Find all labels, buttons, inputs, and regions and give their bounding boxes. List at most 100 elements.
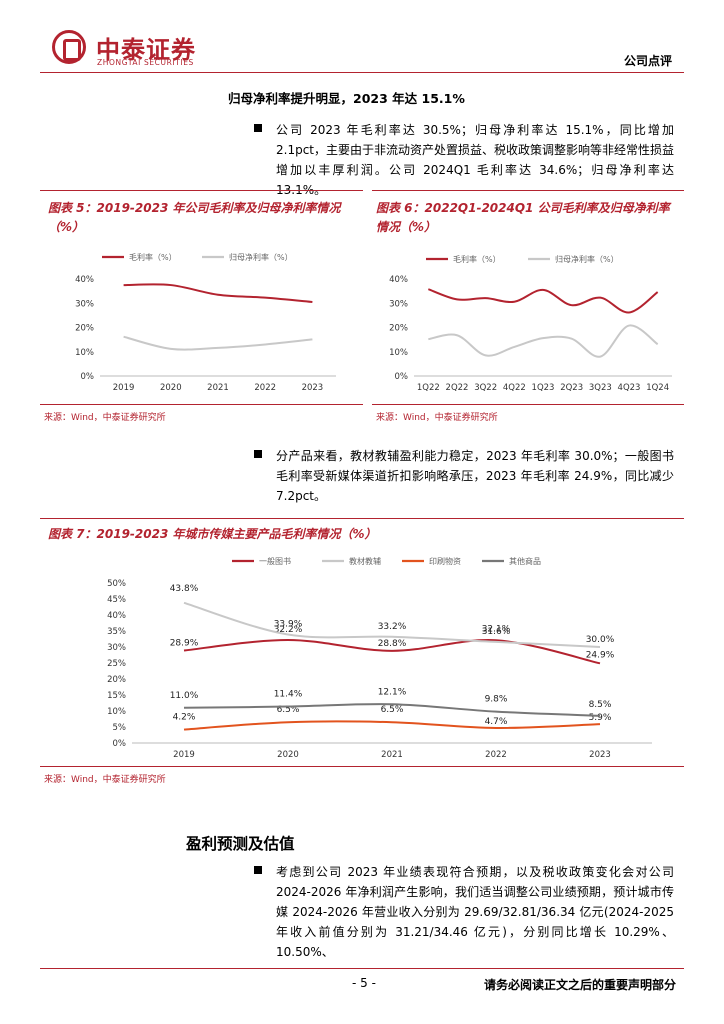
x-tick-label: 2022 [254, 383, 276, 393]
x-tick-label: 3Q23 [589, 383, 612, 393]
data-label: 5.9% [589, 713, 612, 723]
y-tick-label: 50% [107, 579, 126, 589]
x-tick-label: 2022 [485, 750, 507, 760]
data-label: 11.0% [170, 691, 199, 701]
data-label: 6.5% [381, 705, 404, 715]
bullet-paragraph-1: 公司 2023 年毛利率达 30.5%；归母净利率达 15.1%，同比增加 2.… [254, 120, 674, 200]
figure-5-chart: 0% 10% 20% 30% 40% 2019 2020 2021 2022 2023 毛利率（%）… [75, 252, 336, 393]
legend-label: 毛利率（%） [453, 254, 501, 264]
data-label: 32.1% [482, 624, 511, 634]
data-label: 24.9% [586, 650, 615, 660]
figure-7-chart: 0% 5% 10% 15% 20% 25% 30% 35% 40% 45% 50% 2019 2020 2… [107, 556, 652, 760]
y-tick-label: 10% [389, 348, 408, 358]
data-label: 28.8% [378, 639, 407, 649]
y-tick-label: 30% [389, 299, 408, 309]
series-line-2 [123, 335, 313, 351]
data-label: 12.1% [378, 687, 407, 697]
y-tick-label: 0% [81, 372, 95, 382]
y-tick-label: 35% [107, 627, 126, 637]
header-divider [40, 72, 684, 73]
series-line-3 [183, 720, 601, 731]
data-label: 4.2% [173, 713, 196, 723]
y-tick-label: 30% [75, 299, 94, 309]
data-label: 8.5% [589, 700, 612, 710]
x-tick-label: 4Q23 [618, 383, 641, 393]
data-label: 11.4% [274, 690, 303, 700]
figure-7-bottom-rule [40, 766, 684, 767]
logo-text-cn: 中泰证券 [96, 36, 196, 64]
data-label: 30.0% [586, 635, 615, 645]
figure-6-bottom-rule [372, 404, 684, 405]
page-number: - 5 - [352, 976, 376, 990]
series-line-1 [183, 638, 601, 665]
bullet-paragraph-3: 考虑到公司 2023 年业绩表现符合预期，以及税收政策变化会对公司 2024-2… [254, 862, 674, 962]
data-label: 28.9% [170, 639, 199, 649]
legend-label: 毛利率（%） [129, 252, 177, 262]
x-tick-label: 2021 [207, 383, 229, 393]
y-tick-label: 40% [107, 611, 126, 621]
x-tick-label: 3Q22 [474, 383, 497, 393]
bullet-paragraph-2: 分产品来看，教材教辅盈利能力稳定，2023 年毛利率 30.0%；一般图书毛利率… [254, 446, 674, 506]
x-tick-label: 2Q23 [560, 383, 583, 393]
series-line-2 [428, 324, 659, 358]
figure-6-title: 图表 6：2022Q1-2024Q1 公司毛利率及归母净利率情况（%） [376, 201, 670, 234]
x-tick-label: 2023 [589, 750, 611, 760]
y-tick-label: 5% [113, 723, 127, 733]
y-tick-label: 25% [107, 659, 126, 669]
bullet-square-icon [254, 866, 262, 874]
bullet-text: 分产品来看，教材教辅盈利能力稳定，2023 年毛利率 30.0%；一般图书毛利率… [276, 449, 674, 503]
data-label: 4.7% [485, 717, 508, 727]
footer-divider [40, 968, 684, 969]
x-tick-label: 2019 [173, 750, 195, 760]
figure-5: 图表 5：2019-2023 年公司毛利率及归母净利率情况（%） 0% 10% 20… [40, 190, 363, 431]
series-line-4 [183, 703, 601, 717]
disclaimer-note: 请务必阅读正文之后的重要声明部分 [483, 978, 676, 992]
x-tick-label: 1Q23 [532, 383, 555, 393]
bullet-text: 公司 2023 年毛利率达 30.5%；归母净利率达 15.1%，同比增加 2.… [276, 123, 675, 197]
data-label: 33.9% [274, 620, 303, 630]
x-tick-label: 2019 [113, 383, 135, 393]
data-label: 33.2% [378, 622, 407, 632]
y-tick-label: 10% [75, 348, 94, 358]
y-tick-label: 20% [389, 324, 408, 334]
section-heading: 盈利预测及估值 [186, 835, 295, 853]
y-tick-label: 20% [107, 675, 126, 685]
x-tick-label: 2023 [302, 383, 324, 393]
figure-7-source: 来源：Wind，中泰证券研究所 [44, 775, 166, 785]
data-label: 31.6% [482, 627, 511, 637]
company-logo-icon [52, 30, 86, 64]
data-label: 6.5% [277, 705, 300, 715]
doc-type-label: 公司点评 [623, 54, 672, 68]
y-tick-label: 45% [107, 595, 126, 605]
data-label: 9.8% [485, 695, 508, 705]
y-tick-label: 20% [75, 324, 94, 334]
x-tick-label: 1Q24 [646, 383, 669, 393]
x-tick-label: 1Q22 [417, 383, 440, 393]
x-tick-label: 2020 [277, 750, 299, 760]
figure-6-source: 来源：Wind，中泰证券研究所 [376, 413, 498, 423]
series-line-2 [183, 601, 601, 648]
y-tick-label: 40% [389, 275, 408, 285]
x-tick-label: 2020 [160, 383, 182, 393]
series-line-1 [123, 283, 313, 304]
legend-label: 一般图书 [259, 556, 291, 566]
legend-label: 印刷物资 [429, 556, 461, 566]
logo-text-en: ZHONGTAI SECURITIES [97, 58, 194, 67]
bullet-square-icon [254, 450, 262, 458]
figure-7-title: 图表 7：2019-2023 年城市传媒主要产品毛利率情况（%） [48, 527, 377, 541]
figure-5-title: 图表 5：2019-2023 年公司毛利率及归母净利率情况（%） [48, 201, 341, 234]
figure-5-bottom-rule [40, 404, 363, 405]
legend-label: 归母净利率（%） [555, 254, 619, 264]
y-tick-label: 15% [107, 691, 126, 701]
y-tick-label: 40% [75, 275, 94, 285]
figure-6-chart: 0% 10% 20% 30% 40% 1Q22 2Q22 3Q22 4Q22 1Q23 2Q23 3Q… [389, 254, 672, 393]
y-tick-label: 0% [113, 739, 127, 749]
series-line-1 [427, 288, 659, 314]
bullet-text: 考虑到公司 2023 年业绩表现符合预期，以及税收政策变化会对公司 2024-2… [276, 865, 674, 959]
data-label: 43.8% [170, 584, 199, 594]
x-tick-label: 4Q22 [503, 383, 526, 393]
figure-5-source: 来源：Wind，中泰证券研究所 [44, 413, 166, 423]
y-tick-label: 0% [395, 372, 409, 382]
legend-label: 其他商品 [509, 556, 541, 566]
bullet-square-icon [254, 124, 262, 132]
